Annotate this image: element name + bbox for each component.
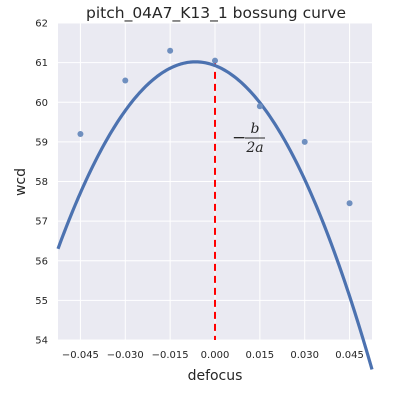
- y-tick-labels: 54 55 56 57 58 59 60 61 62: [35, 19, 48, 347]
- data-points: [77, 47, 353, 207]
- x-tick-label: 0.000: [201, 350, 230, 361]
- x-tick-label: 0.030: [290, 350, 319, 361]
- x-tick-label: 0.015: [246, 350, 275, 361]
- data-point: [212, 57, 218, 64]
- data-point: [301, 138, 308, 145]
- data-point: [167, 47, 174, 54]
- x-axis-label: defocus: [188, 368, 243, 384]
- y-tick-label: 54: [35, 336, 48, 347]
- data-point: [122, 77, 129, 84]
- y-tick-label: 57: [35, 217, 48, 228]
- y-tick-label: 55: [35, 296, 48, 307]
- y-tick-label: 60: [35, 98, 48, 109]
- x-tick-label: −0.015: [152, 350, 189, 361]
- data-point: [256, 103, 263, 110]
- y-tick-label: 62: [35, 19, 48, 30]
- x-tick-label: −0.045: [62, 350, 99, 361]
- x-tick-label: −0.030: [107, 350, 144, 361]
- fit-curve-group: [56, 60, 374, 370]
- data-point: [77, 130, 84, 137]
- y-tick-label: 56: [35, 256, 48, 267]
- x-tick-label: 0.045: [335, 350, 364, 361]
- chart-title: pitch_04A7_K13_1 bossung curve: [86, 4, 346, 23]
- annotation-denominator: 2a: [245, 140, 263, 156]
- y-tick-label: 59: [35, 137, 48, 148]
- annotation-numerator: b: [251, 121, 260, 137]
- y-tick-label: 58: [35, 177, 48, 188]
- annotation-minus: −: [232, 128, 246, 148]
- y-tick-label: 61: [35, 58, 48, 69]
- y-axis-label: wcd: [13, 168, 29, 196]
- x-tick-labels: −0.045 −0.030 −0.015 0.000 0.015 0.030 0.045: [62, 350, 364, 361]
- fit-curve: [56, 60, 374, 370]
- annotation: − b 2a: [232, 121, 265, 156]
- data-point: [346, 200, 353, 207]
